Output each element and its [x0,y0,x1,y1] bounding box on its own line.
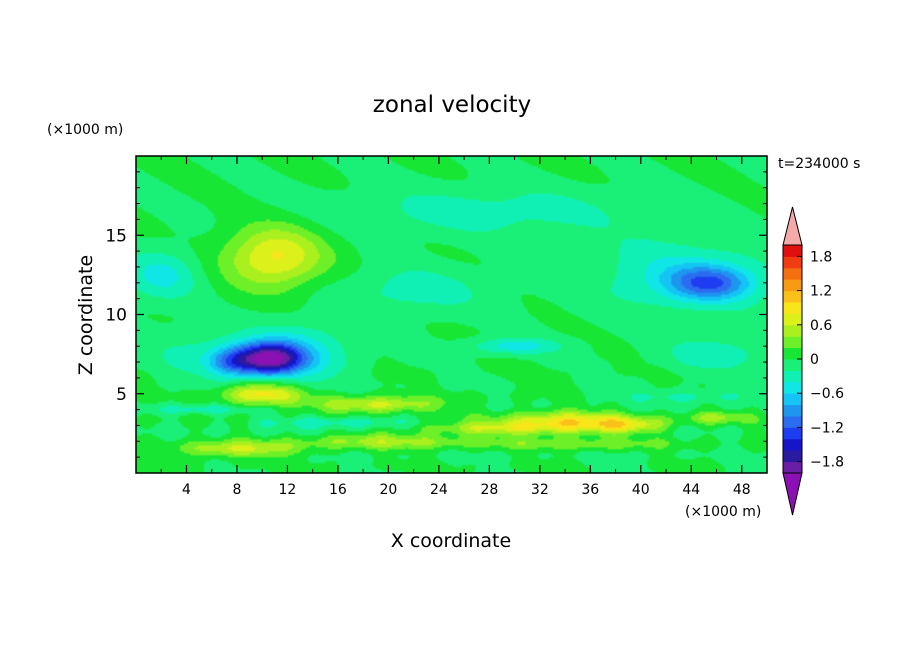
colorbar-swatch [783,381,802,394]
colorbar-tick-label: 1.8 [810,249,832,265]
colorbar-swatch [783,404,802,417]
colorbar-swatch [783,290,802,303]
y-tick-label: 10 [105,306,127,326]
colorbar-swatch [783,324,802,337]
x-unit-label: (×1000 m) [685,504,761,520]
x-tick-label: 40 [632,482,650,498]
colorbar-swatch [783,370,802,383]
colorbar: 1.8 1.2 0.6 0 −0.6 −1.2 −1.8 [782,206,844,516]
y-tick-label: 15 [105,226,127,246]
x-tick-label: 12 [279,482,297,498]
x-tick-label: 44 [682,482,700,498]
y-unit-label: (×1000 m) [47,122,123,138]
x-tick-label: 28 [480,482,498,498]
colorbar-swatch [783,450,802,463]
colorbar-swatch [783,245,802,257]
colorbar-swatch [783,427,802,440]
colorbar-tick-label: 0 [810,352,819,368]
colorbar-swatch [783,256,802,269]
colorbar-swatch [783,313,802,326]
colorbar-tick-label: 0.6 [810,318,832,334]
colorbar-swatch [783,438,802,451]
velocity-field [136,156,767,473]
x-tick-label: 8 [232,482,241,498]
x-tick-label: 24 [430,482,448,498]
x-tick-label: 16 [329,482,347,498]
y-tick-label: 5 [116,385,127,405]
x-tick-label: 4 [182,482,191,498]
colorbar-tick-label: −0.6 [810,386,844,402]
chart-title: zonal velocity [373,92,531,118]
time-label: t=234000 s [778,156,860,172]
x-tick-label: 32 [531,482,549,498]
colorbar-tick-label: 1.2 [810,284,832,300]
colorbar-swatch [783,359,802,371]
x-tick-label: 48 [733,482,751,498]
colorbar-swatch [783,461,802,474]
y-axis-ticks: 5 10 15 [105,171,767,458]
colorbar-swatch [783,302,802,314]
x-tick-label: 20 [379,482,397,498]
colorbar-tick-label: −1.8 [810,455,844,471]
colorbar-swatch [783,267,802,280]
x-tick-label: 36 [581,482,599,498]
colorbar-swatch [783,336,802,349]
colorbar-swatch [783,393,802,406]
colorbar-tick-label: −1.2 [810,420,844,436]
colorbar-swatch [783,347,802,360]
y-axis-label: Z coordinate [75,255,97,375]
colorbar-swatch [783,416,802,428]
x-axis-ticks: 4 8 12 16 20 24 28 32 36 40 44 48 [160,156,751,498]
x-axis-label: X coordinate [391,530,511,552]
colorbar-swatch [783,279,802,292]
